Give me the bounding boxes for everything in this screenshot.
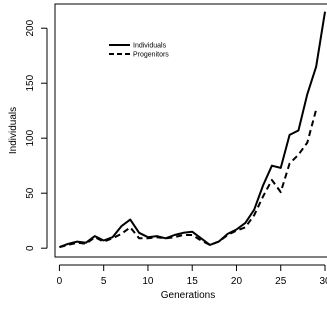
- x-tick-label: 25: [275, 276, 287, 287]
- y-axis: 0 50 100 150 200: [25, 19, 48, 251]
- y-tick-label: 0: [25, 245, 36, 251]
- series-line-2: [59, 109, 318, 249]
- x-tick-label: 30: [319, 276, 327, 287]
- legend-label-2: Progenitors: [133, 52, 169, 59]
- x-tick-label: 10: [142, 276, 154, 287]
- y-tick-label: 100: [25, 129, 36, 146]
- plot-frame: [54, 3, 327, 258]
- x-axis-title: Generations: [161, 290, 215, 301]
- x-tick-label: 20: [231, 276, 243, 287]
- plot-border: [54, 3, 327, 258]
- series-line-1: [59, 11, 326, 249]
- x-axis: 0 5 10 15 20 25 30: [57, 264, 327, 287]
- legend: Individuals Progenitors: [109, 43, 169, 59]
- x-tick-label: 15: [187, 276, 199, 287]
- series-layer: [59, 11, 326, 249]
- x-tick-label: 5: [101, 276, 107, 287]
- legend-label-1: Individuals: [133, 43, 167, 50]
- y-axis-title: Individuals: [8, 107, 19, 154]
- y-tick-label: 200: [25, 19, 36, 36]
- y-tick-label: 50: [25, 187, 36, 199]
- x-tick-label: 0: [57, 276, 63, 287]
- y-tick-label: 150: [25, 74, 36, 91]
